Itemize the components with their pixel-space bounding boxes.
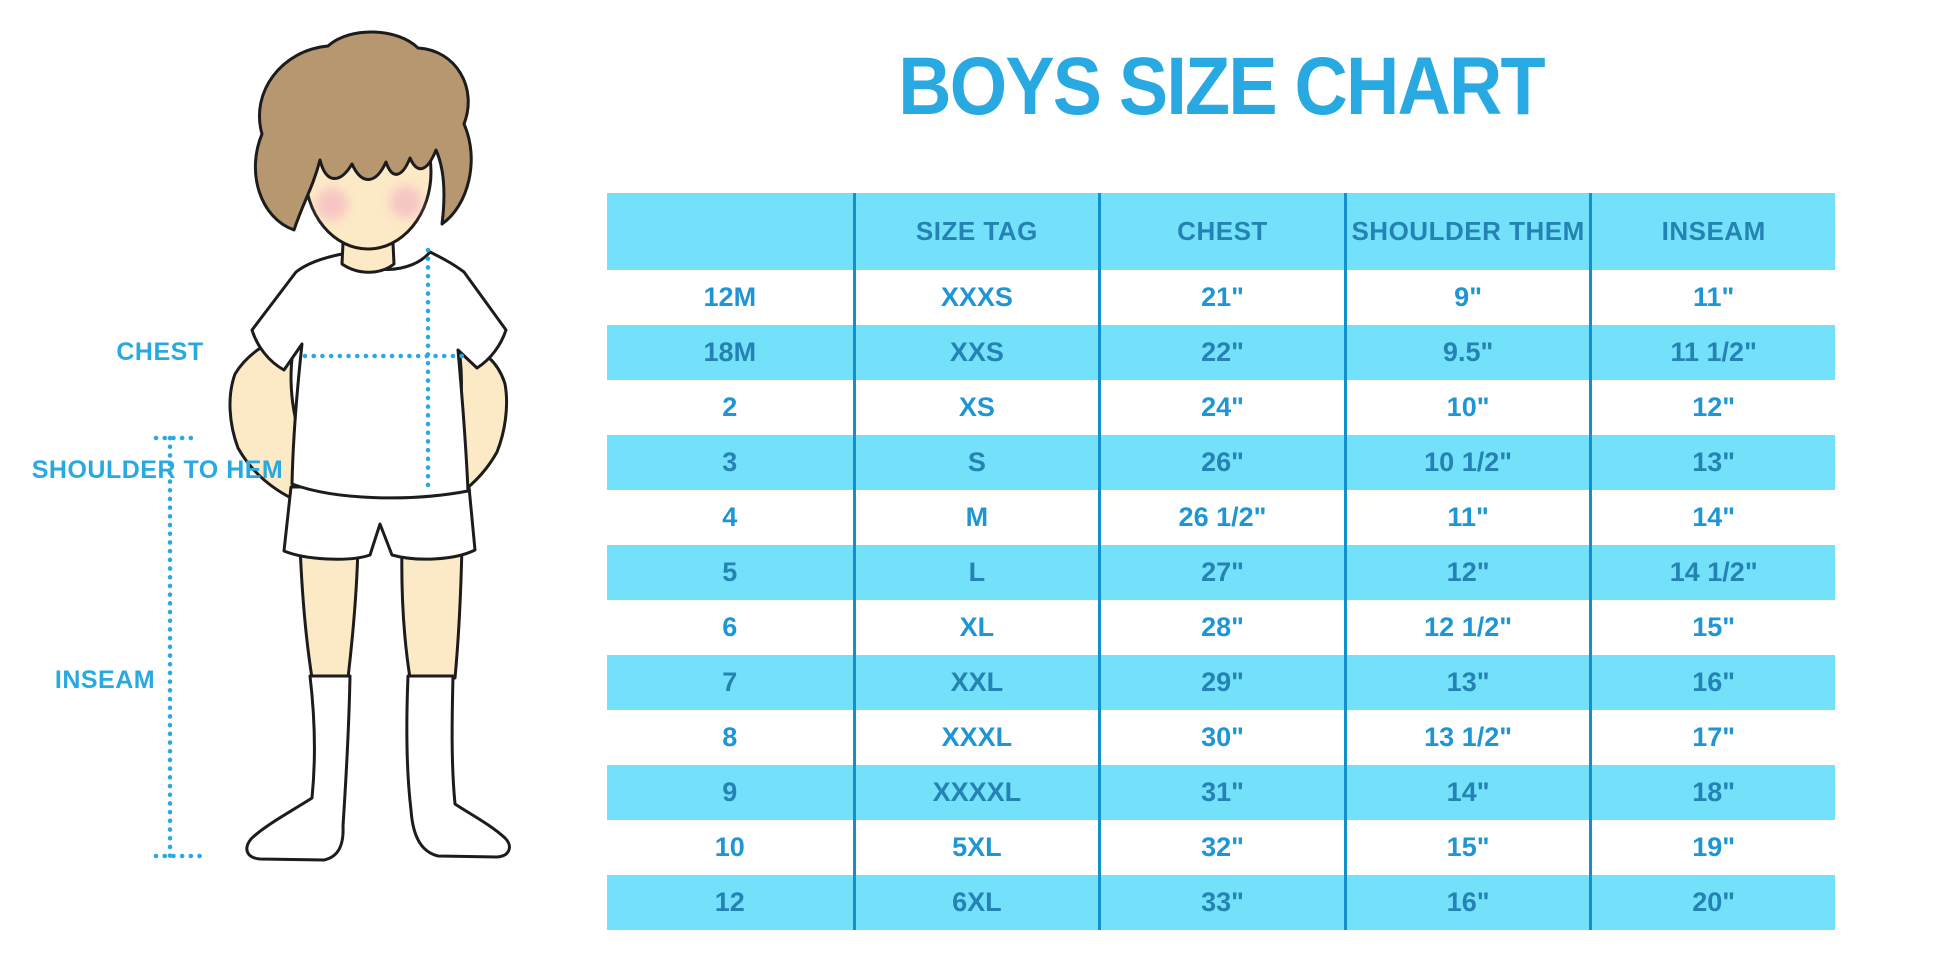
table-cell: 27" xyxy=(1098,545,1344,600)
table-cell: 10" xyxy=(1343,380,1590,435)
chest-label: CHEST xyxy=(116,338,204,366)
table-cell: 18" xyxy=(1589,765,1835,820)
table-cell: 3 xyxy=(722,447,738,477)
table-cell: M xyxy=(852,490,1099,545)
header-cell-chest: CHEST xyxy=(1098,193,1344,270)
table-cell: 31" xyxy=(1098,765,1344,820)
table-cell: 28" xyxy=(1098,600,1344,655)
table-cell: XXXS xyxy=(852,270,1099,325)
table-cell: 14 1/2" xyxy=(1589,545,1835,600)
table-cell: 12 1/2" xyxy=(1343,600,1590,655)
table-cell: 22" xyxy=(1098,325,1344,380)
table-cell: S xyxy=(852,435,1099,490)
table-cell: 13" xyxy=(1589,435,1835,490)
right-leg-shape xyxy=(400,543,464,680)
table-cell: 10 1/2" xyxy=(1343,435,1590,490)
table-cell: 30" xyxy=(1098,710,1344,765)
table-cell: 24" xyxy=(1098,380,1344,435)
table-row: 2 XS 24" 10" 12" xyxy=(607,380,1835,435)
table-cell: 21" xyxy=(1098,270,1344,325)
table-row: 7 XXL 29" 13" 16" xyxy=(607,655,1835,710)
table-cell: 10 xyxy=(714,832,745,862)
header-cell-shoulder: SHOULDER THEM xyxy=(1343,193,1590,270)
table-cell: 14" xyxy=(1589,490,1835,545)
table-cell: 11" xyxy=(1343,490,1590,545)
table-cell: 16" xyxy=(1589,655,1835,710)
table-row: 12 6XL 33" 16" 20" xyxy=(607,875,1835,930)
table-cell: 12" xyxy=(1343,545,1590,600)
table-cell: 12" xyxy=(1589,380,1835,435)
table-row: 9 XXXXL 31" 14" 18" xyxy=(607,765,1835,820)
table-cell: 9.5" xyxy=(1343,325,1590,380)
table-cell: L xyxy=(852,545,1099,600)
table-cell: 18M xyxy=(703,337,757,367)
table-cell: 6XL xyxy=(852,875,1099,930)
table-cell: XL xyxy=(852,600,1099,655)
table-row: 8 XXXL 30" 13 1/2" 17" xyxy=(607,710,1835,765)
table-row: 4 M 26 1/2" 11" 14" xyxy=(607,490,1835,545)
chart-title: BOYS SIZE CHART xyxy=(898,41,1545,132)
table-cell: XS xyxy=(852,380,1099,435)
table-cell: XXXXL xyxy=(852,765,1099,820)
table-cell: 6 xyxy=(722,612,738,642)
inseam-label: INSEAM xyxy=(54,666,156,694)
table-cell: 5 xyxy=(722,557,738,587)
size-table: SIZE TAG CHEST SHOULDER THEM INSEAM 12M … xyxy=(607,193,1835,930)
left-leg-shape xyxy=(298,543,360,680)
table-cell: 13" xyxy=(1343,655,1590,710)
hair-shape xyxy=(253,30,473,232)
table-row: 12M XXXS 21" 9" 11" xyxy=(607,270,1835,325)
right-sock-shape xyxy=(405,674,511,859)
table-cell: 8 xyxy=(722,722,738,752)
table-cell: XXL xyxy=(852,655,1099,710)
blush-left xyxy=(316,188,348,220)
table-cell: 14" xyxy=(1343,765,1590,820)
table-cell: 29" xyxy=(1098,655,1344,710)
header-cell-inseam: INSEAM xyxy=(1589,193,1835,270)
table-cell: 20" xyxy=(1589,875,1835,930)
table-row: 10 5XL 32" 15" 19" xyxy=(607,820,1835,875)
table-cell: 13 1/2" xyxy=(1343,710,1590,765)
shoulder-to-hem-label: SHOULDER TO HEM xyxy=(31,456,284,484)
table-cell: 9" xyxy=(1343,270,1590,325)
boy-figure-illustration xyxy=(153,30,511,862)
table-cell: 16" xyxy=(1343,875,1590,930)
table-cell: 26" xyxy=(1098,435,1344,490)
table-cell: 2 xyxy=(722,392,738,422)
table-cell: 17" xyxy=(1589,710,1835,765)
table-row: 18M XXS 22" 9.5" 11 1/2" xyxy=(607,325,1835,380)
header-cell-size xyxy=(607,193,853,270)
table-cell: 11 1/2" xyxy=(1589,325,1835,380)
table-cell: 9 xyxy=(722,777,738,807)
table-row: 6 XL 28" 12 1/2" 15" xyxy=(607,600,1835,655)
shorts-shape xyxy=(282,485,477,561)
table-row: 3 S 26" 10 1/2" 13" xyxy=(607,435,1835,490)
table-row: 5 L 27" 12" 14 1/2" xyxy=(607,545,1835,600)
tshirt-shape xyxy=(250,250,508,500)
table-cell: 12 xyxy=(714,887,745,917)
header-row: SIZE TAG CHEST SHOULDER THEM INSEAM xyxy=(607,193,1835,270)
table-cell: 7 xyxy=(722,667,738,697)
table-cell: 4 xyxy=(722,502,738,532)
blush-right xyxy=(390,186,422,218)
table-cell: XXS xyxy=(852,325,1099,380)
table-cell: 26 1/2" xyxy=(1098,490,1344,545)
table-cell: 32" xyxy=(1098,820,1344,875)
table-cell: 11" xyxy=(1589,270,1835,325)
table-cell: 15" xyxy=(1589,600,1835,655)
table-cell: XXXL xyxy=(852,710,1099,765)
left-sock-shape xyxy=(245,674,352,862)
table-cell: 15" xyxy=(1343,820,1590,875)
header-cell-size-tag: SIZE TAG xyxy=(852,193,1099,270)
table-cell: 33" xyxy=(1098,875,1344,930)
table-cell: 12M xyxy=(703,282,757,312)
table-cell: 19" xyxy=(1589,820,1835,875)
table-cell: 5XL xyxy=(852,820,1099,875)
